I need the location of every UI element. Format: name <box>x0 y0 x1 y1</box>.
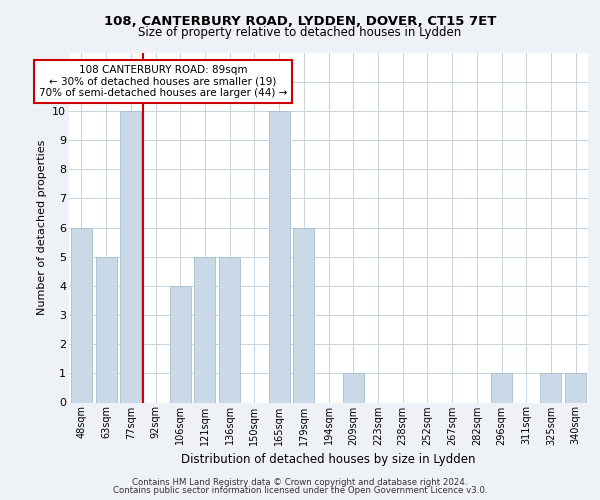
Text: 108, CANTERBURY ROAD, LYDDEN, DOVER, CT15 7ET: 108, CANTERBURY ROAD, LYDDEN, DOVER, CT1… <box>104 15 496 28</box>
Bar <box>269 111 290 403</box>
Text: Contains HM Land Registry data © Crown copyright and database right 2024.: Contains HM Land Registry data © Crown c… <box>132 478 468 487</box>
Bar <box>293 228 314 402</box>
X-axis label: Distribution of detached houses by size in Lydden: Distribution of detached houses by size … <box>181 453 476 466</box>
Y-axis label: Number of detached properties: Number of detached properties <box>37 140 47 315</box>
Bar <box>491 374 512 402</box>
Bar <box>565 374 586 402</box>
Bar <box>194 256 215 402</box>
Text: Size of property relative to detached houses in Lydden: Size of property relative to detached ho… <box>139 26 461 39</box>
Bar <box>120 111 141 403</box>
Bar <box>95 256 116 402</box>
Bar <box>71 228 92 402</box>
Bar <box>343 374 364 402</box>
Bar <box>219 256 240 402</box>
Text: 108 CANTERBURY ROAD: 89sqm
← 30% of detached houses are smaller (19)
70% of semi: 108 CANTERBURY ROAD: 89sqm ← 30% of deta… <box>39 65 287 98</box>
Bar <box>541 374 562 402</box>
Text: Contains public sector information licensed under the Open Government Licence v3: Contains public sector information licen… <box>113 486 487 495</box>
Bar <box>170 286 191 403</box>
